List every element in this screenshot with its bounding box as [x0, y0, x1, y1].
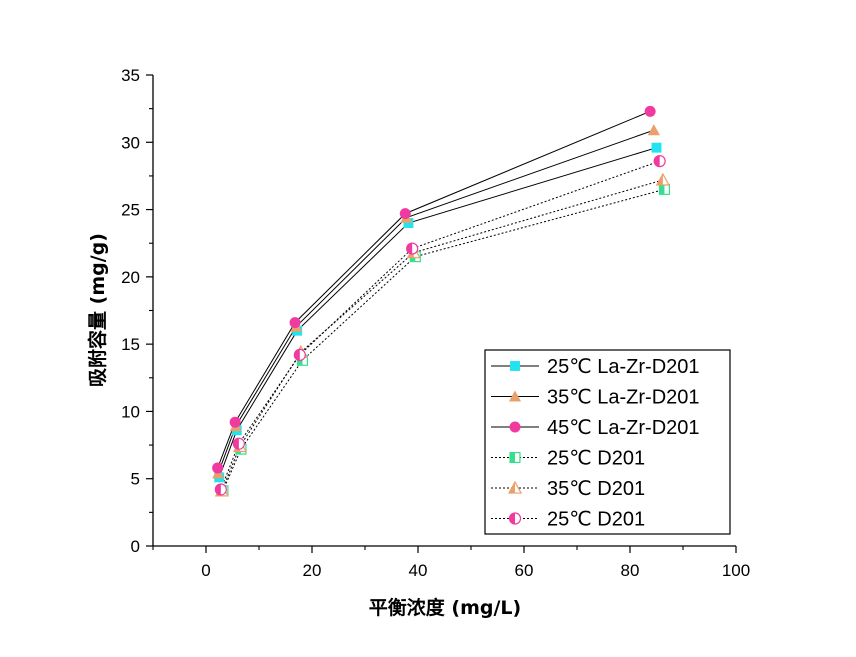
- legend-entry: 25℃ D201: [547, 509, 645, 531]
- data-point: [232, 437, 245, 450]
- axes: 0 20 40 60 80 100 0 5 10 15 20 25 30 35: [121, 66, 750, 580]
- legend-entry: 25℃ La-Zr-D201: [547, 356, 700, 378]
- x-tick-label: 40: [409, 561, 428, 580]
- data-point: [655, 172, 670, 186]
- x-tick-label: 80: [621, 561, 640, 580]
- data-point: [403, 218, 414, 228]
- data-point: [214, 483, 227, 496]
- legend-box: [484, 349, 731, 535]
- data-point: [293, 348, 306, 362]
- legend-marker: [510, 361, 520, 371]
- y-axis-title: 吸附容量 (mg/g): [86, 233, 109, 387]
- legend-entry: 35℃ D201: [547, 478, 645, 500]
- y-tick-label: 20: [121, 268, 140, 287]
- data-point: [399, 208, 411, 220]
- legend-entry: 25℃ D201: [547, 448, 645, 470]
- y-tick-label: 35: [121, 66, 140, 85]
- data-point: [651, 142, 662, 153]
- legend-marker: [509, 451, 521, 464]
- y-tick-label: 10: [121, 402, 140, 421]
- data-point: [406, 242, 419, 255]
- data-point: [212, 462, 224, 474]
- data-point: [644, 105, 656, 117]
- x-tick-label: 20: [303, 561, 322, 580]
- x-axis-title: 平衡浓度 (mg/L): [369, 596, 521, 619]
- x-tick-label: 0: [201, 561, 210, 580]
- legend-marker: [507, 480, 523, 494]
- legend-entry: 35℃ La-Zr-D201: [547, 387, 700, 409]
- legend-marker: [508, 512, 522, 525]
- y-tick-label: 5: [131, 470, 140, 489]
- legend-marker: [508, 390, 522, 402]
- legend-marker: [509, 421, 521, 433]
- data-point: [658, 183, 670, 195]
- data-point: [653, 155, 666, 168]
- y-tick-label: 0: [131, 537, 140, 556]
- x-tick-label: 100: [722, 561, 750, 580]
- legend: 25℃ La-Zr-D201 35℃ La-Zr-D201 45℃ La-Zr-D2…: [484, 349, 731, 535]
- y-tick-label: 25: [121, 201, 140, 220]
- data-point: [647, 124, 660, 136]
- legend-entry: 45℃ La-Zr-D201: [547, 417, 700, 439]
- y-tick-label: 15: [121, 335, 140, 354]
- series-layer: [212, 105, 670, 497]
- y-tick-label: 30: [121, 133, 140, 152]
- data-point: [229, 416, 241, 428]
- data-point: [289, 317, 301, 329]
- x-tick-label: 60: [515, 561, 534, 580]
